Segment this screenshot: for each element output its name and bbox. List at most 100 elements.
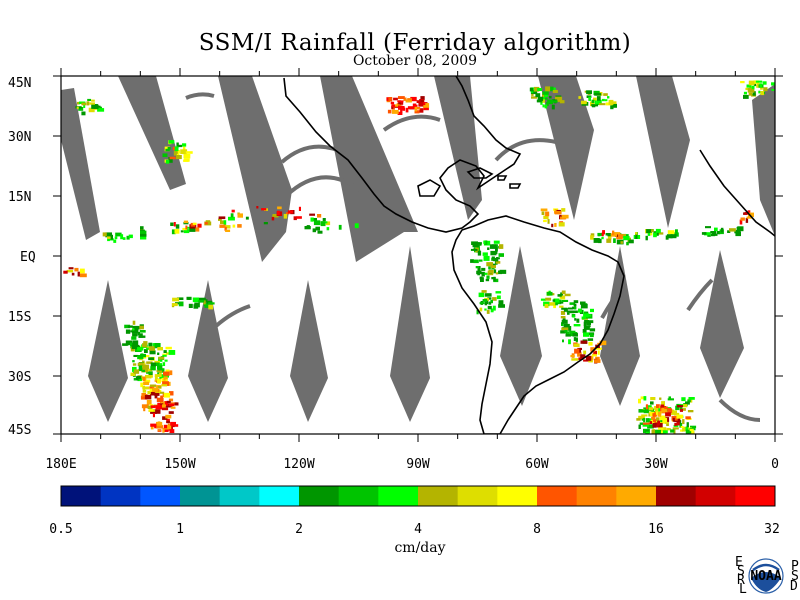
rain-cell (150, 366, 156, 371)
rain-cell (602, 230, 605, 235)
logo-letter-l: L (739, 582, 747, 597)
rain-cell (176, 153, 180, 157)
rain-cell (676, 421, 680, 426)
rain-cell (139, 333, 143, 338)
rain-cell (681, 397, 686, 402)
rain-cell (676, 414, 683, 419)
rain-cell (145, 368, 153, 372)
rain-cell (488, 269, 494, 274)
rain-cell (168, 350, 176, 355)
rain-cell (658, 427, 664, 430)
rain-cell (560, 316, 566, 319)
rain-cell (573, 343, 580, 347)
rain-cell (137, 362, 144, 367)
colorbar-tick-5: 16 (648, 522, 664, 537)
rain-cell (605, 99, 608, 102)
rain-cell (590, 347, 596, 352)
rain-cell (638, 424, 641, 429)
colorbar-tick-3: 4 (414, 522, 422, 537)
map-title: SSM/I Rainfall (Ferriday algorithm) (198, 30, 632, 56)
rain-cell (727, 230, 731, 233)
colorbar-tick-4: 8 (533, 522, 541, 537)
data-gap-swath (118, 76, 186, 190)
rain-cell (157, 429, 161, 432)
rain-cell (485, 278, 490, 282)
rain-cell (488, 301, 492, 305)
rain-cell (567, 307, 573, 310)
rain-cell (740, 217, 745, 221)
rain-cell (149, 346, 155, 351)
rain-cell (607, 234, 612, 240)
rain-cell (679, 423, 683, 428)
rain-cell (156, 397, 164, 403)
rain-cell (530, 89, 538, 95)
rain-cell (176, 142, 179, 148)
rain-cell (577, 352, 582, 357)
data-gap-arc (214, 304, 251, 328)
rain-cell (208, 304, 213, 310)
rain-cell (746, 84, 752, 88)
rain-cell (567, 312, 570, 315)
rain-cell (162, 416, 168, 420)
colorbar-units: cm/day (394, 540, 446, 556)
rain-cell (652, 423, 657, 428)
rain-cell (593, 90, 600, 96)
rain-cell (137, 355, 144, 359)
rain-cell (640, 396, 645, 400)
rain-cell (141, 393, 146, 397)
rain-cell (596, 96, 601, 101)
rain-cell (126, 342, 130, 346)
rain-cell (157, 379, 161, 384)
rain-cell (156, 425, 164, 429)
rain-cell (185, 151, 193, 154)
data-gap-swath (636, 76, 690, 228)
rain-cell (481, 267, 486, 271)
rain-cell (162, 381, 169, 386)
rain-cell (169, 156, 176, 160)
rain-cell (83, 104, 86, 108)
rain-cell (162, 353, 168, 356)
rain-cell (148, 342, 153, 347)
rain-cell (657, 232, 664, 235)
rain-cell (479, 302, 485, 305)
rain-cell (132, 320, 136, 325)
rain-cell (582, 329, 587, 333)
rain-cell (558, 222, 565, 227)
rain-cell (192, 222, 197, 225)
rain-cell (170, 406, 176, 409)
rain-cell (163, 427, 169, 432)
rain-cell (480, 277, 484, 282)
rain-cell (354, 223, 359, 229)
rain-cell (178, 144, 183, 148)
rain-cell (152, 387, 159, 392)
rain-cell (608, 99, 614, 105)
rain-cell (157, 372, 161, 376)
data-gap-swath (434, 76, 482, 220)
rain-cell (398, 100, 404, 105)
rain-cell (670, 234, 677, 239)
rain-cell (148, 409, 154, 412)
rain-cell (545, 297, 552, 301)
rain-cell (479, 259, 483, 262)
rain-cell (592, 104, 596, 108)
rain-cell (484, 272, 488, 275)
colorbar-segment (695, 486, 736, 506)
rain-cell (496, 257, 500, 260)
rain-cell (564, 330, 568, 333)
rain-cell (590, 235, 594, 240)
rain-cell (195, 227, 200, 232)
rain-cell (219, 224, 226, 228)
rain-cell (86, 101, 90, 106)
rain-cell (740, 81, 745, 84)
rain-cell (154, 374, 162, 377)
rain-cell (102, 232, 107, 237)
rain-cell (171, 422, 175, 426)
data-gap-arc (382, 114, 441, 132)
rain-cell (145, 374, 152, 379)
rain-cell (688, 397, 695, 400)
rain-cell (157, 402, 161, 406)
rain-cell (271, 216, 275, 221)
rain-cell (156, 369, 163, 373)
rain-cell (544, 104, 548, 109)
rain-cell (571, 358, 579, 361)
